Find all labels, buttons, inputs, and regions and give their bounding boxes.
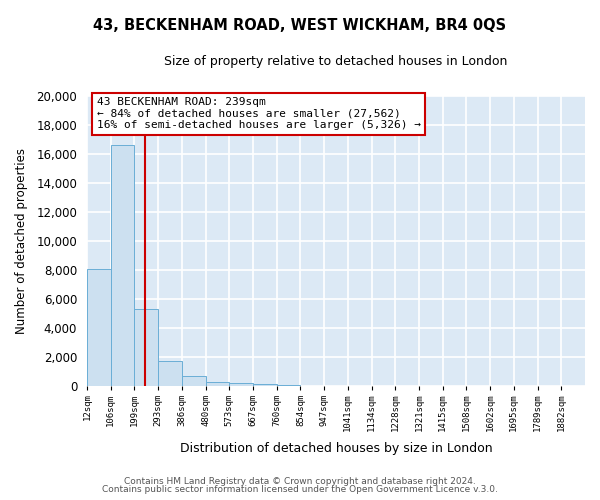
Bar — [182, 376, 206, 386]
Text: Contains HM Land Registry data © Crown copyright and database right 2024.: Contains HM Land Registry data © Crown c… — [124, 477, 476, 486]
Bar — [158, 361, 182, 386]
Bar — [229, 384, 253, 386]
Text: 43, BECKENHAM ROAD, WEST WICKHAM, BR4 0QS: 43, BECKENHAM ROAD, WEST WICKHAM, BR4 0Q… — [94, 18, 506, 32]
Text: Contains public sector information licensed under the Open Government Licence v.: Contains public sector information licen… — [102, 485, 498, 494]
Bar — [110, 145, 134, 386]
Bar — [253, 384, 277, 386]
Y-axis label: Number of detached properties: Number of detached properties — [15, 148, 28, 334]
X-axis label: Distribution of detached houses by size in London: Distribution of detached houses by size … — [179, 442, 492, 455]
Text: 43 BECKENHAM ROAD: 239sqm
← 84% of detached houses are smaller (27,562)
16% of s: 43 BECKENHAM ROAD: 239sqm ← 84% of detac… — [97, 97, 421, 130]
Bar — [277, 385, 301, 386]
Title: Size of property relative to detached houses in London: Size of property relative to detached ho… — [164, 55, 508, 68]
Bar — [206, 382, 229, 386]
Bar — [87, 268, 110, 386]
Bar — [134, 310, 158, 386]
